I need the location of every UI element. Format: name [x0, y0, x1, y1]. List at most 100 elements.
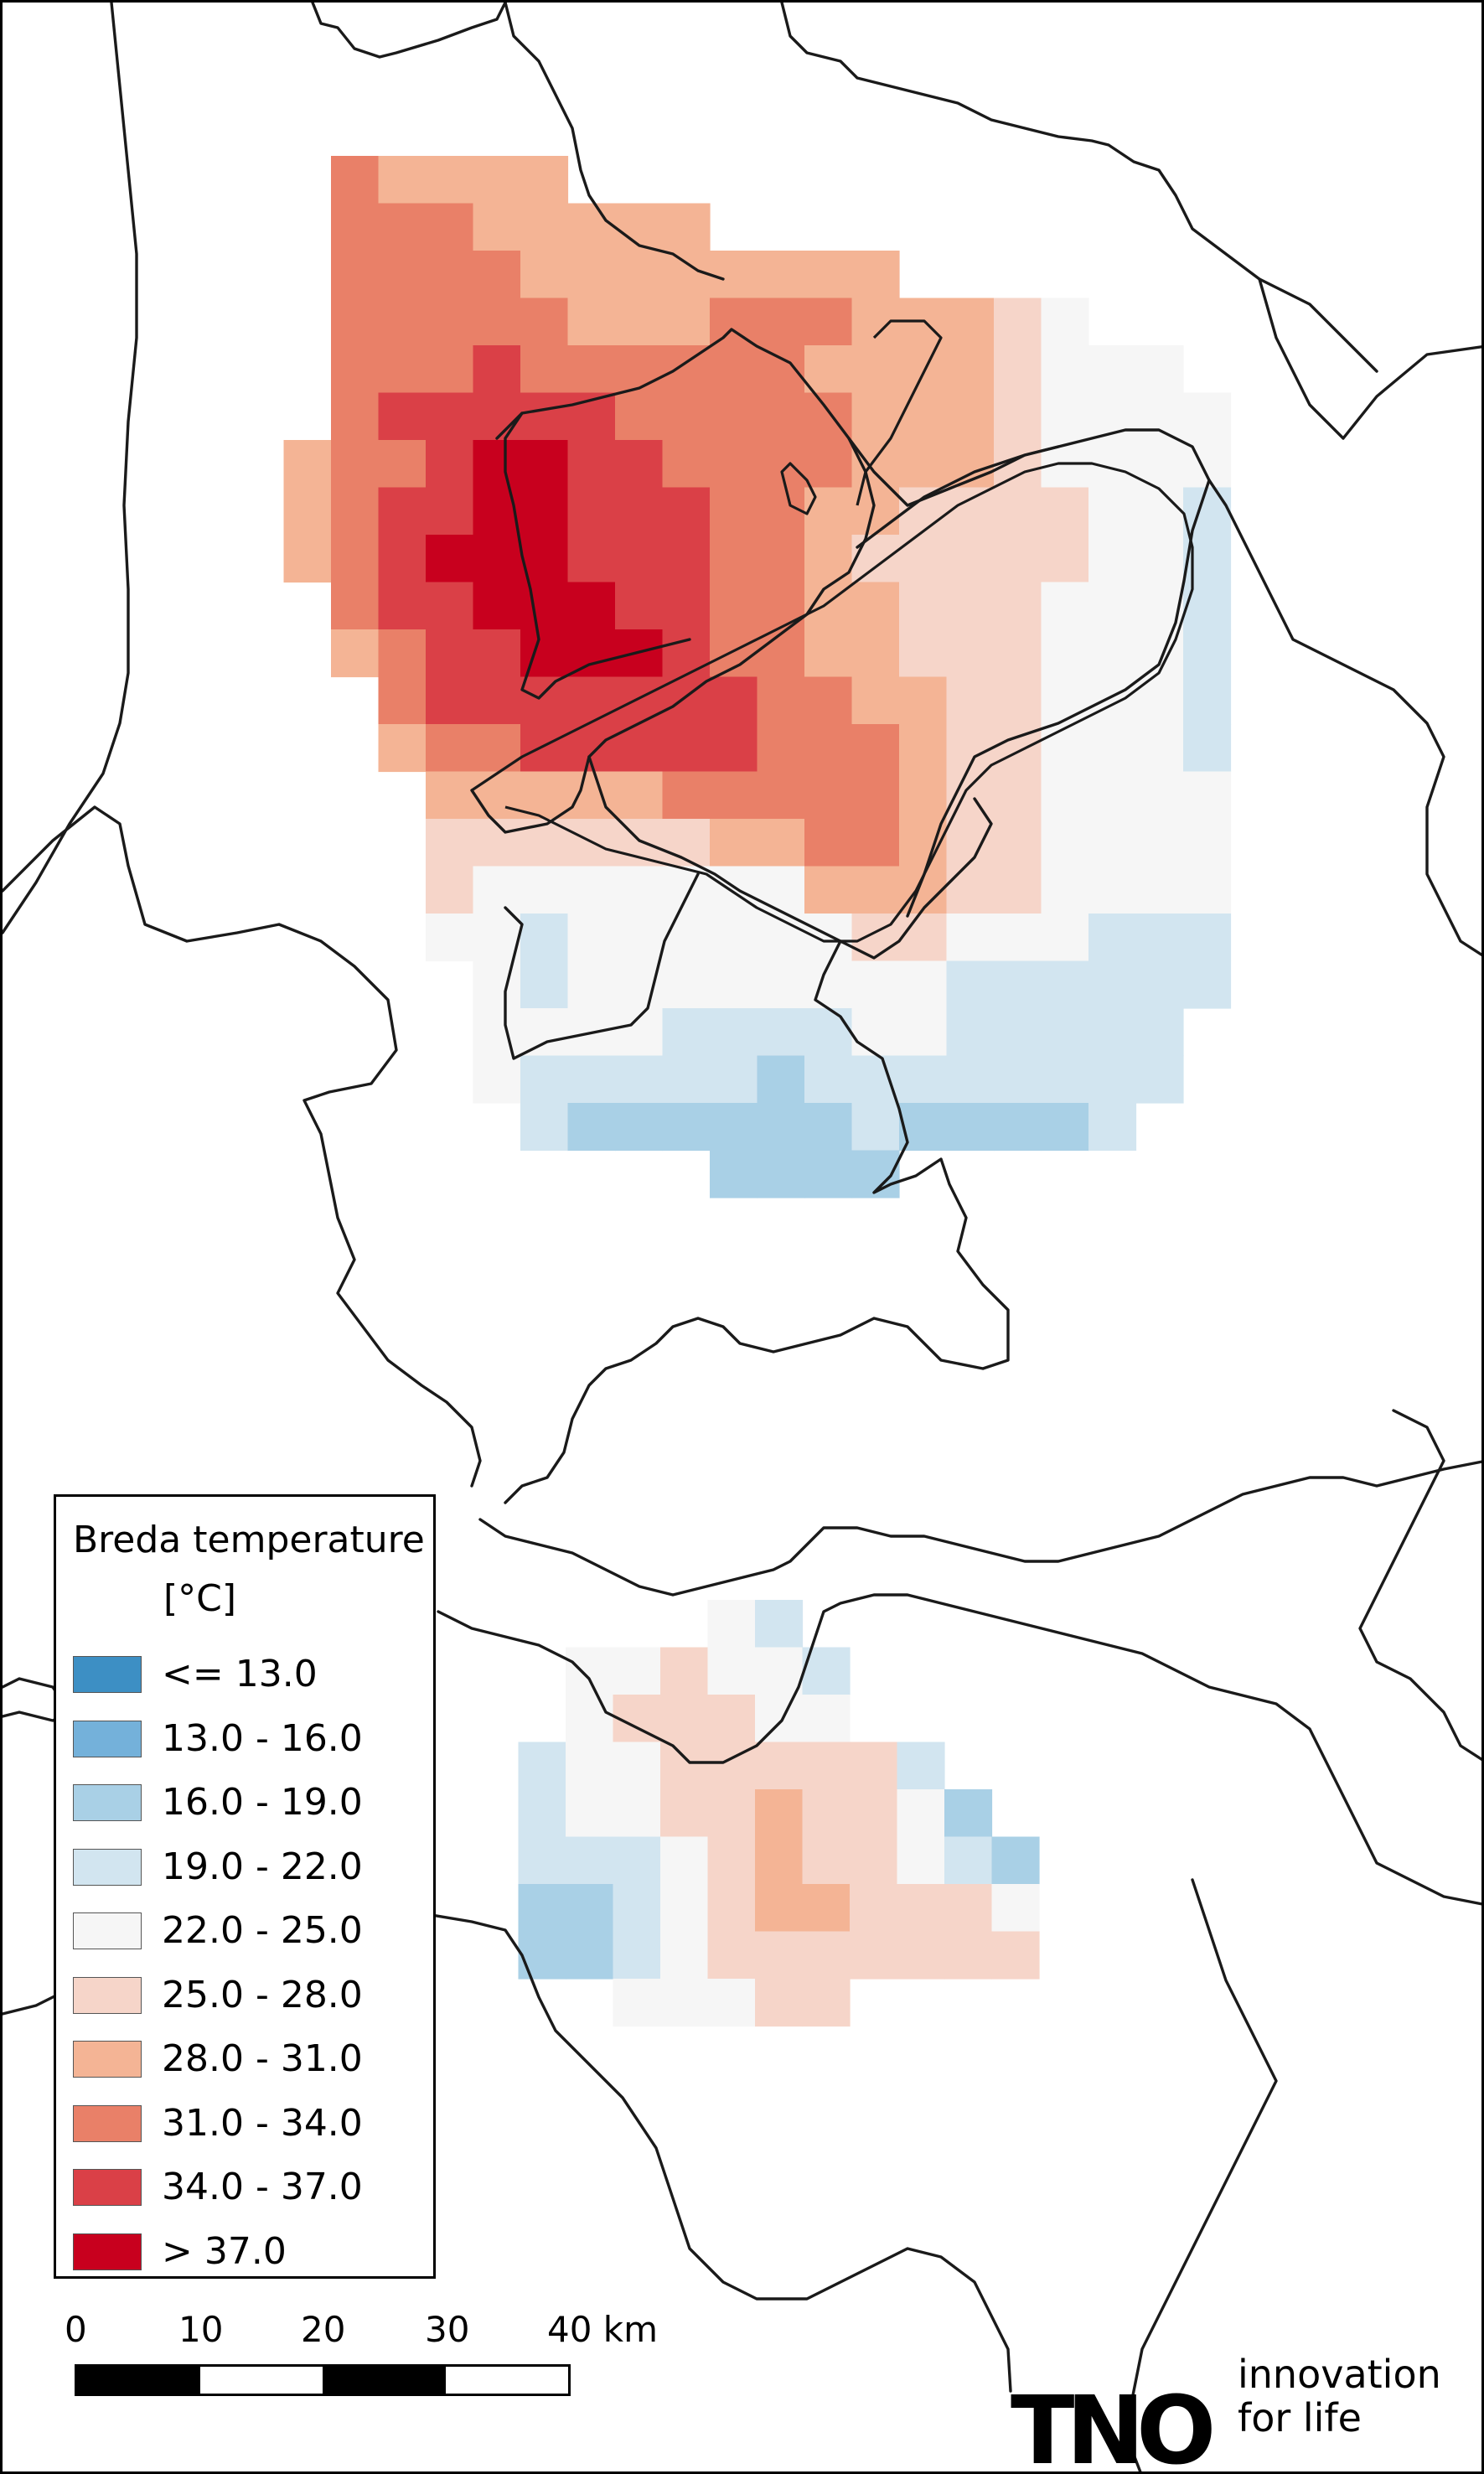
- tno-tagline: innovation for life: [1238, 2352, 1441, 2440]
- boundary-south-ring: [437, 1593, 1481, 1906]
- grid-cell: [710, 1103, 758, 1152]
- grid-cell: [283, 535, 332, 583]
- grid-cell: [707, 1695, 756, 1743]
- grid-cell: [567, 203, 616, 251]
- grid-cell: [899, 440, 948, 489]
- grid-cell: [613, 1931, 661, 1980]
- grid-cell: [662, 440, 711, 489]
- grid-cell: [378, 298, 427, 346]
- grid-cell: [757, 960, 805, 1009]
- grid-cell: [1041, 535, 1089, 583]
- grid-cell: [804, 866, 853, 914]
- grid-cell: [804, 724, 853, 773]
- grid-cell: [1088, 1103, 1137, 1152]
- grid-cell: [567, 535, 616, 583]
- grid-cell: [1088, 345, 1137, 394]
- grid-cell: [946, 487, 995, 536]
- grid-cell: [662, 1008, 711, 1057]
- river-main: [471, 462, 1194, 943]
- boundary-east-2: [1207, 479, 1481, 957]
- grid-cell: [473, 440, 521, 489]
- grid-cell: [899, 345, 948, 394]
- grid-cell: [899, 676, 948, 725]
- legend-label: > 37.0: [162, 2229, 287, 2273]
- grid-cell: [897, 1931, 945, 1980]
- grid-cell: [804, 345, 853, 394]
- scale-label-0: 0: [65, 2309, 87, 2350]
- grid-cell: [946, 1055, 995, 1104]
- legend-label: 28.0 - 31.0: [162, 2037, 363, 2080]
- grid-cell: [946, 345, 995, 394]
- grid-cell: [331, 582, 380, 630]
- legend-item: > 37.0: [73, 2229, 425, 2274]
- grid-cell: [1088, 1008, 1137, 1057]
- grid-cell: [897, 1884, 945, 1933]
- scale-label-40: 40 km: [547, 2309, 659, 2350]
- grid-cell: [473, 724, 521, 773]
- grid-cell: [757, 676, 805, 725]
- grid-cell: [1041, 724, 1089, 773]
- legend-label: 16.0 - 19.0: [162, 1781, 363, 1824]
- grid-cell: [710, 582, 758, 630]
- grid-cell: [757, 298, 805, 346]
- grid-cell: [851, 866, 900, 914]
- grid-cell: [994, 866, 1042, 914]
- grid-cell: [851, 1103, 900, 1152]
- map-canvas[interactable]: [3, 3, 1484, 2474]
- grid-cell: [473, 487, 521, 536]
- legend-item: 19.0 - 22.0: [73, 1845, 425, 1889]
- grid-cell: [1088, 676, 1137, 725]
- grid-cell: [757, 392, 805, 441]
- legend-label: 25.0 - 28.0: [162, 1973, 363, 2016]
- grid-cell: [994, 960, 1042, 1009]
- grid-cell: [1088, 1055, 1137, 1104]
- grid-cell: [802, 1789, 851, 1838]
- grid-cell: [566, 1695, 614, 1743]
- grid-cell: [662, 771, 711, 820]
- grid-cell: [1041, 1103, 1089, 1152]
- legend-label: 22.0 - 25.0: [162, 1909, 363, 1952]
- grid-cell: [1041, 771, 1089, 820]
- scale-bar: [75, 2364, 571, 2396]
- boundary-south-central: [504, 939, 1010, 1504]
- grid-cell: [1135, 960, 1184, 1009]
- grid-cell: [1041, 1008, 1089, 1057]
- grid-cell: [520, 914, 569, 962]
- grid-cell: [994, 676, 1042, 725]
- grid-cell: [946, 582, 995, 630]
- scale-segment: [323, 2367, 446, 2394]
- grid-cell: [994, 771, 1042, 820]
- grid-cell: [897, 1789, 945, 1838]
- grid-cell: [426, 156, 474, 204]
- grid-cell: [520, 724, 569, 773]
- grid-cell: [662, 535, 711, 583]
- grid-cell: [1135, 771, 1184, 820]
- grid-cell: [1041, 582, 1089, 630]
- grid-cell: [710, 298, 758, 346]
- grid-cell: [804, 1055, 853, 1104]
- grid-cell: [710, 1150, 758, 1198]
- grid-cell: [851, 345, 900, 394]
- grid-cell: [899, 582, 948, 630]
- grid-cell: [613, 1836, 661, 1885]
- grid-cell: [473, 1008, 521, 1057]
- grid-cell: [994, 1008, 1042, 1057]
- grid-cell: [757, 914, 805, 962]
- legend-swatch: [73, 2169, 142, 2206]
- grid-cell: [1041, 914, 1089, 962]
- grid-cell: [757, 866, 805, 914]
- grid-cell: [566, 1742, 614, 1790]
- grid-cell: [1135, 1055, 1184, 1104]
- grid-cell: [1183, 960, 1232, 1009]
- tno-wordmark: TNO: [1011, 2389, 1212, 2470]
- grid-cell: [1135, 487, 1184, 536]
- grid-cell: [710, 251, 758, 299]
- grid-cell: [662, 392, 711, 441]
- grid-cell: [851, 440, 900, 489]
- grid-cell: [283, 487, 332, 536]
- grid-cell: [426, 203, 474, 251]
- boundary-central-ring: [470, 328, 876, 834]
- grid-cell: [994, 535, 1042, 583]
- grid-cell: [473, 251, 521, 299]
- grid-cell: [757, 1103, 805, 1152]
